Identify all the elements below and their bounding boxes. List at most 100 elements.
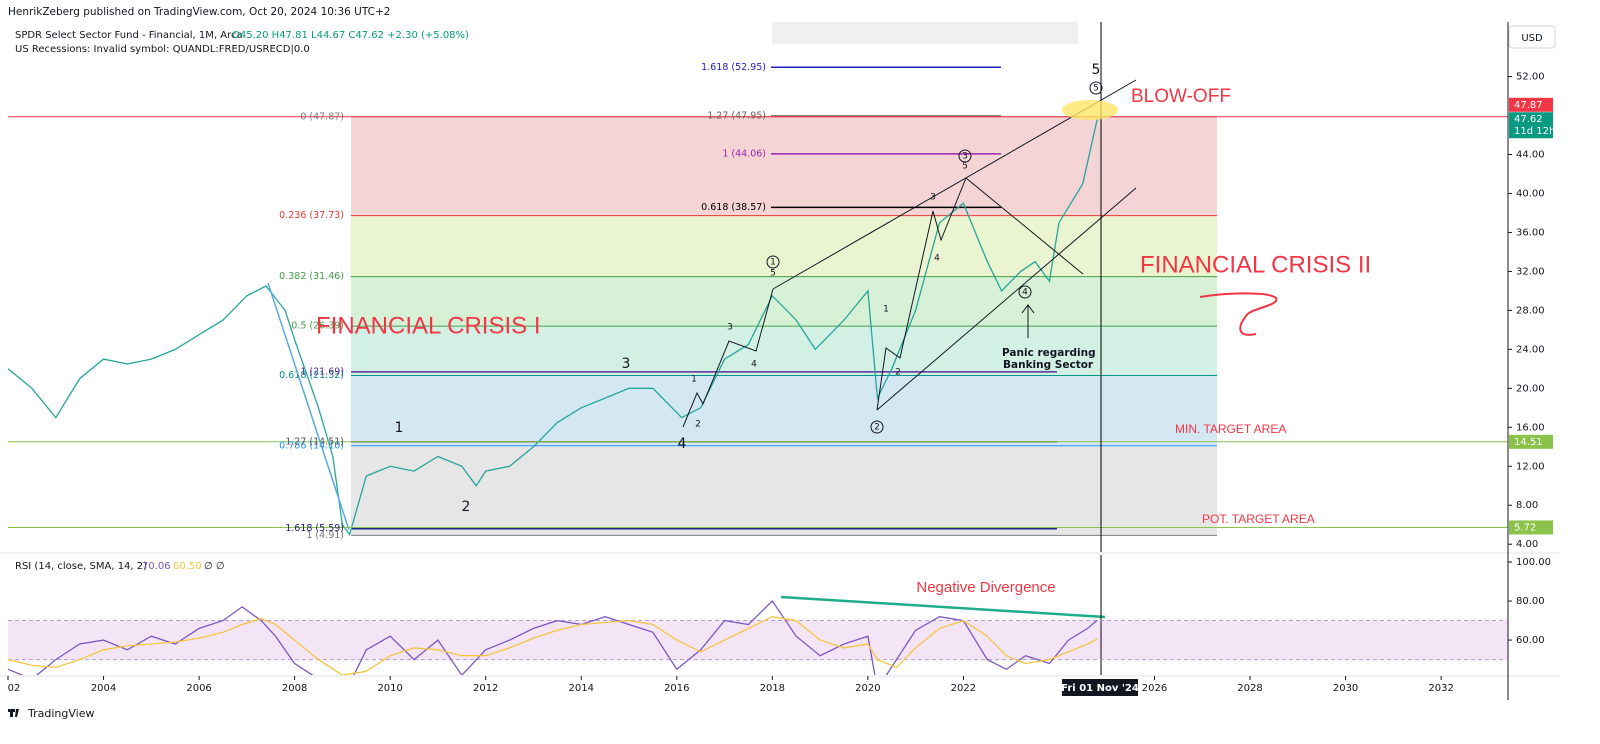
price-label: 14.51 [1514,437,1543,448]
wave-label: 4 [751,360,757,370]
symbol-title: SPDR Select Sector Fund - Financial, 1M,… [15,30,243,41]
rsi-line [8,599,1098,675]
annotation: MIN. TARGET AREA [1175,422,1286,436]
wave-path [682,288,774,428]
price-line [8,119,1098,536]
wave-circle [766,255,780,269]
wave-circle [1018,285,1032,299]
rsi-pane: 100.00 80.00 60.00 [8,557,1551,675]
y-tick-label: 36.00 [1516,227,1545,238]
y-tick-label: 8.00 [1516,500,1538,511]
y-tick-label: 12.00 [1516,461,1545,472]
squiggle [1199,292,1278,336]
annotation: Banking Sector [1003,359,1094,371]
x-tick-label: 2018 [760,683,785,694]
fib-label: 0.5 (26.39) [291,321,344,332]
fib-label: 0.786 (14.10) [279,440,344,451]
fib-label: 0.382 (31.46) [279,271,344,282]
fib-label: 1.27 (47.95) [707,111,766,122]
annotation: FINANCIAL CRISIS II [1140,251,1371,278]
x-tick-label: 2020 [855,683,880,694]
y-tick-label: 80.00 [1516,596,1545,607]
wave-label: 1 [770,258,776,268]
annotation: Negative Divergence [916,579,1055,596]
rsi-title: RSI (14, close, SMA, 14, 2) [15,561,147,572]
price-label: 47.87 [1514,100,1543,111]
background [351,116,1217,536]
wave-label: 3 [622,356,631,372]
price-label-sub: 11d 12h [1514,126,1555,137]
attribution: HenrikZeberg published on TradingView.co… [8,6,390,18]
fib-label: 1.618 (52.95) [701,62,766,73]
cursor-label: Fri 01 Nov '24 [1061,683,1139,694]
price-label-box [1509,520,1553,535]
price-pane: 0 (47.87) 0.236 (37.73) 0.382 (31.46) 0.5 (… [8,62,1555,550]
x-tick-label: 02 [8,683,21,694]
wave-label: 3 [727,323,733,333]
waves: 1 2 3 4 5 [395,62,1101,515]
wave-circle [870,420,884,434]
wave-label: 2 [462,499,471,515]
y-tick-label: 20.00 [1516,383,1545,394]
annotation: POT. TARGET AREA [1202,512,1315,526]
wave-label: 3 [930,193,936,203]
currency-box[interactable] [1508,25,1556,49]
x-tick-label: 2028 [1237,683,1262,694]
x-tick-label: 2006 [186,683,211,694]
fib-band [351,375,1217,446]
price-label: 5.72 [1514,522,1536,533]
x-tick-label: 2008 [282,683,307,694]
wave-label: 1 [883,305,889,315]
rsi-line [8,616,1098,675]
annotation: BLOW-OFF [1131,86,1231,107]
rsi-extra: ∅ ∅ [204,561,225,572]
x-tick-label: 2010 [377,683,402,694]
y-tick-label: 52.00 [1516,72,1545,83]
highlight [1062,100,1118,120]
y-tick-label: 100.00 [1516,557,1551,568]
wave-circle [958,149,972,163]
fib-band [351,445,1217,536]
price-label-box [1509,434,1553,449]
rsi-clip [8,599,1508,675]
fib-label: 0.618 (38.57) [701,202,766,213]
fib-band [351,215,1217,277]
price-label-box [1509,97,1553,112]
wave-label: 5 [770,269,776,279]
wave-label: 1 [691,375,697,385]
fib-band [351,326,1217,376]
fib-label: 1.27 (14.51) [285,436,344,447]
x-tick-label: 2012 [473,683,498,694]
wave-label: 1 [395,420,404,436]
y-tick-label: 4.00 [1516,539,1538,550]
wave-label: 4 [934,254,940,264]
y-tick-label: 24.00 [1516,344,1545,355]
indicator-note: US Recessions: Invalid symbol: QUANDL:FR… [15,44,310,55]
decline-line [267,282,350,531]
fib-label: 0.236 (37.73) [279,210,344,221]
fib-label: 1 (44.06) [722,148,766,159]
annotation: Panic regarding [1002,347,1096,359]
x-tick-label: 2004 [91,683,116,694]
wave-label: 2 [695,420,701,430]
y-tick-label: 60.00 [1516,635,1545,646]
x-tick-label: 2026 [1142,683,1167,694]
wave-circle [1089,81,1103,95]
price-label-box [1509,112,1553,139]
price-label: 47.62 [1514,114,1543,125]
wave-label: 5 [1093,84,1099,94]
divergence-line [780,595,1106,619]
x-tick-label: 2032 [1428,683,1453,694]
currency[interactable]: USD [1521,33,1543,44]
x-tick-label: 2016 [664,683,689,694]
fib-band [351,276,1217,327]
wave-circles [766,81,1103,434]
wave-label: 4 [1022,288,1028,298]
logo-text: TradingView [27,707,94,720]
x-tick-label: 2014 [569,683,594,694]
ohlc: O45.20 H47.81 L44.67 C47.62 +2.30 (+5.08… [232,30,469,41]
rsi-sma-value: 60.50 [173,561,202,572]
wave-label: 5 [962,162,968,172]
wave-label: 4 [678,436,687,452]
x-axis: 02 2004 2006 2008 2010 2012 2014 2016 2018 2020 20… [7,676,1454,694]
